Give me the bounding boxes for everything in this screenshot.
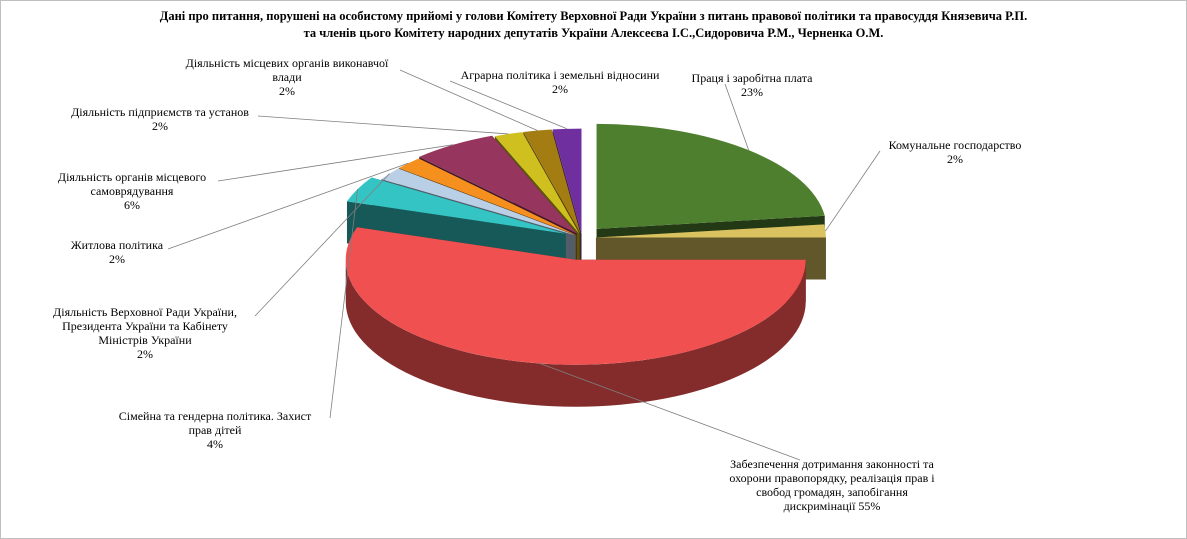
pie-slice-4 [346,177,566,234]
slice-label-5: Діяльність Верховної Ради України, Презид… [53,305,237,361]
leader-line-7 [217,144,454,182]
slice-label-6: Житлова політика 2% [71,238,164,266]
pie-slice-7 [419,135,577,234]
pie-tops [345,123,826,365]
leader-line-2 [825,150,881,232]
leader-lines [167,69,881,461]
leader-line-5 [254,173,390,317]
slice-label-4: Сімейна та гендерна політика. Захист прав… [119,409,312,451]
slice-label-8: Діяльність підприємств та установ 2% [71,105,249,133]
pie-slice-1 [596,123,825,229]
slice-label-9: Діяльність місцевих органів виконавчої вл… [186,56,389,98]
leader-line-1 [724,83,750,151]
pie-slice-6 [398,158,577,235]
slice-label-10: Аграрна політика і земельні відносини 2% [461,68,660,96]
pie-slice-3 [345,227,806,365]
leader-line-4 [329,189,359,419]
slice-label-7: Діяльність органів місцевого самоврядуван… [58,170,206,212]
slice-labels: Праця і заробітна плата 23% Комунальне гос… [53,56,1021,513]
leader-line-9 [399,69,538,131]
chart-title: Дані про питання, порушені на особистому… [159,9,1028,40]
pie-slice-9 [523,129,581,234]
pie-slice-10 [552,128,582,234]
leader-line-10 [449,80,568,130]
leader-line-3 [539,363,801,461]
leader-line-8 [257,115,509,135]
slice-label-3: Забезпечення дотримання законності та охо… [729,457,935,513]
slice-label-2: Комунальне господарство 2% [889,138,1022,166]
leader-line-6 [167,162,409,250]
slice-label-1: Праця і заробітна плата 23% [692,71,814,99]
pie-slice-8 [494,132,580,234]
pie-slice-2 [595,224,826,238]
pie-slice-5 [381,168,576,236]
